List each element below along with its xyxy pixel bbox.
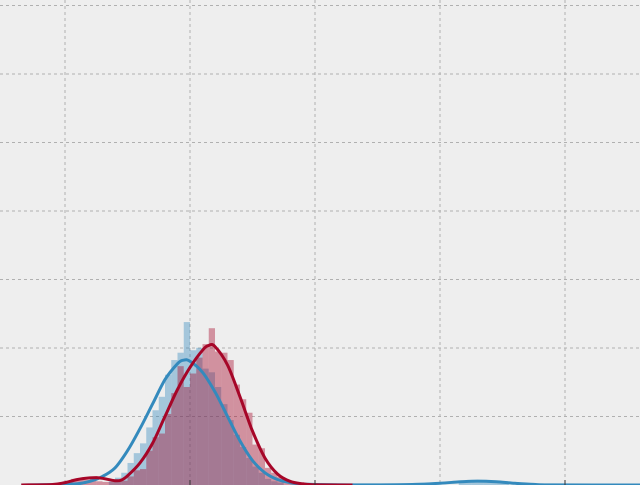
series-1-bar-27	[240, 399, 247, 485]
series-0-bar-32	[483, 481, 490, 485]
series-0-bar-9	[165, 374, 172, 485]
series-0-bar-27	[277, 482, 284, 485]
series-1-bar-18	[183, 387, 190, 485]
series-1-kde-line	[21, 343, 353, 485]
series-0-bar-7	[152, 410, 159, 485]
series-0-kde-line	[21, 358, 640, 485]
series-0-bar-6	[146, 427, 153, 485]
series-0-bar-29	[465, 482, 472, 485]
series-1-bar-24	[221, 352, 228, 485]
series-1-bar-7	[115, 481, 122, 485]
series-1-bar-10	[133, 470, 140, 485]
series-0-bar-18	[221, 404, 228, 485]
series-0-bar-30	[471, 481, 478, 485]
series-0-bar-20	[233, 434, 240, 485]
series-0-bar-25	[265, 478, 272, 485]
series-0-bar-26	[271, 481, 278, 485]
series-1-bar-17	[177, 366, 184, 485]
series-1-bar-8	[121, 480, 128, 485]
series-0-bar-5	[140, 443, 147, 485]
series-0-bar-23	[252, 466, 259, 485]
series-0-bar-0	[108, 481, 115, 485]
series-0-bar-11	[177, 352, 184, 485]
series-0-bar-17	[215, 387, 222, 485]
series-0-bar-31	[477, 480, 484, 485]
series-0-bar-4	[133, 453, 140, 485]
series-1-bar-12	[146, 450, 153, 485]
series-0-bar-10	[171, 360, 178, 485]
series-0-bar-33	[490, 481, 497, 485]
x-ticks-layer	[189, 480, 566, 485]
series-1-bar-15	[165, 413, 172, 485]
series-1-bar-21	[202, 344, 209, 485]
series-1-bar-28	[246, 412, 253, 485]
series-1-bar-5	[102, 481, 109, 485]
series-1-bar-14	[158, 433, 165, 485]
kde-lines-layer	[21, 343, 640, 485]
series-0-bar-13	[190, 350, 197, 485]
series-1-bar-3	[90, 479, 97, 485]
series-1-bar-13	[152, 437, 159, 485]
series-0-bar-8	[158, 396, 165, 485]
series-0-bar-28	[458, 481, 465, 485]
series-0-bar-21	[240, 447, 247, 485]
series-0-bar-15	[202, 368, 209, 485]
series-1-bar-4	[96, 481, 103, 485]
series-1-bar-23	[215, 351, 222, 485]
series-1-bar-19	[190, 373, 197, 485]
series-0-bar-14	[196, 347, 203, 485]
series-0-bar-19	[227, 420, 234, 485]
series-1-bar-20	[196, 357, 203, 485]
series-1-bar-22	[208, 328, 215, 485]
series-1-bar-11	[140, 469, 147, 485]
series-0-bar-16	[208, 372, 215, 485]
series-1-bar-30	[258, 448, 265, 485]
series-1-bar-6	[108, 481, 115, 485]
series-1-bar-16	[171, 393, 178, 485]
series-0-bar-12	[183, 322, 190, 485]
series-1-bar-9	[127, 476, 134, 485]
series-1-bar-0	[71, 478, 78, 485]
series-0-bar-22	[246, 458, 253, 485]
bars-layer	[71, 322, 509, 485]
series-0-bar-24	[258, 472, 265, 485]
